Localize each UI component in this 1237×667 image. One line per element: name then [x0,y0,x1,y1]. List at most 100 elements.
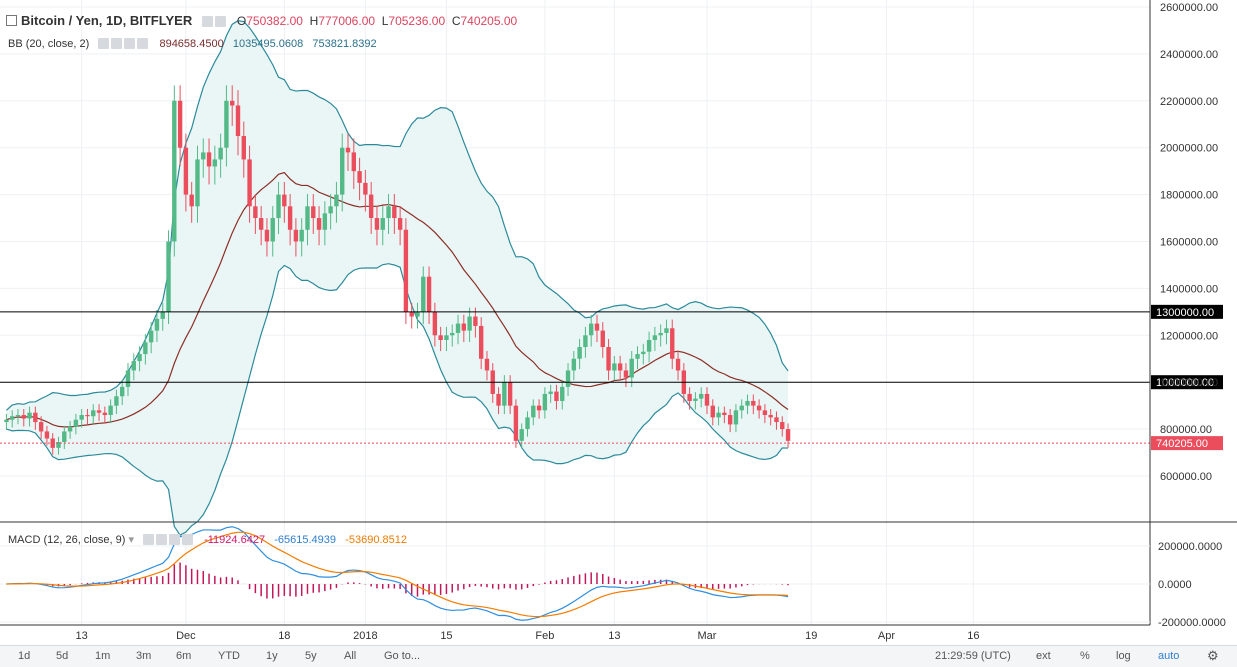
candle-body [79,415,84,420]
range-6m[interactable]: 6m [176,650,192,662]
bb-basis-value: 894658.4500 [159,38,224,50]
eye-icon [98,38,110,49]
macd-hist-value: -11924.6427 [204,534,266,546]
range-ytd[interactable]: YTD [218,650,240,662]
chart-area[interactable]: 1300000.00 1000000.00 740205.00 2600000.00… [0,0,1237,645]
candle-body [722,412,727,416]
candle-body [374,218,380,230]
open-label: O [236,14,247,28]
candle-body [177,100,183,148]
candle-body [282,194,287,207]
candle-body [201,152,206,160]
legend-buttons[interactable] [201,16,228,30]
candle-body [258,218,264,230]
candle-body [751,400,756,406]
candle-body [473,316,478,326]
hline-tag-label: 1000000.00 [1156,377,1214,389]
candle-body [641,351,646,355]
candle-body [328,206,333,214]
range-all[interactable]: All [344,650,357,662]
candle-body [762,410,768,416]
candle-body [380,218,385,230]
candle-body [554,391,559,401]
candle-body [461,323,467,331]
candle-body [478,325,484,359]
candle-body [727,415,733,425]
candle-body [467,316,472,331]
candle-body [230,100,235,106]
candle-body [716,412,721,418]
candle-body [108,405,113,416]
close-icon [182,534,194,545]
candle-body [316,218,322,230]
candle-body [287,206,293,230]
candle-body [189,194,194,207]
time-axis[interactable]: 13 Dec 18 2018 15 Feb 13 Mar 19 Apr 16 [0,624,1150,642]
collapse-icon[interactable] [6,15,17,26]
ext-toggle[interactable]: ext [1036,650,1051,662]
candle-body [525,417,530,430]
candle-body [131,361,136,371]
macd-line [6,526,789,621]
range-1d[interactable]: 1d [18,650,31,662]
settings-icon[interactable]: ⚙ [1207,648,1219,663]
price-axis[interactable]: 2600000.00 2400000.00 2200000.00 2000000.00… [1149,0,1218,625]
macd-tick-label: 200000.0000 [1158,541,1222,553]
candle-body [270,218,275,242]
candle-body [253,206,258,219]
candle-body [212,159,218,167]
bb-buttons[interactable] [98,38,150,52]
candle-body [664,328,669,333]
y-tick-label: 1000000.00 [1160,377,1218,389]
bb-label: BB (20, close, 2) [8,38,90,50]
log-toggle[interactable]: log [1116,650,1131,662]
candle-body [565,370,571,387]
candle-body [15,415,21,417]
candle-body [687,393,692,401]
x-tick-label: Feb [535,630,554,642]
range-5d[interactable]: 5d [56,650,69,662]
hline-tag-bg [1151,375,1223,390]
bb-upper-line [5,20,789,411]
candle-body [345,147,351,153]
high-label: H [309,14,319,28]
x-tick-label: Mar [698,630,717,642]
x-tick-label: 19 [805,630,817,642]
candle-body [351,152,356,172]
range-1m[interactable]: 1m [95,650,111,662]
range-5y[interactable]: 5y [305,650,317,662]
x-tick-label: 15 [440,630,452,642]
candle-body [438,335,443,340]
hline-tag-bg [1151,304,1223,319]
candle-body [432,311,438,336]
candle-body [652,335,658,340]
candle-body [583,335,588,348]
candle-body [143,342,148,355]
candle-body [450,332,455,336]
add-icon [169,534,181,545]
candle-body [560,386,565,401]
bb-upper-value: 1035495.0608 [232,38,304,50]
hline-tag-label: 1300000.00 [1156,307,1214,319]
band-fill [6,20,789,536]
x-tick-label: 18 [278,630,290,642]
candle-body [96,410,102,413]
macd-line-value: -65615.4939 [274,534,337,546]
candle-body [548,391,553,394]
goto-button[interactable]: Go to... [384,650,421,662]
auto-toggle[interactable]: auto [1158,650,1180,662]
candle-body [299,229,304,242]
candle-body [38,422,44,432]
x-tick-label: 13 [76,630,88,642]
last-price-tag-label: 740205.00 [1156,438,1208,450]
bollinger-bands [5,20,789,536]
percent-toggle[interactable]: % [1080,650,1090,662]
candle-body [513,405,519,441]
macd-buttons[interactable] [143,534,195,548]
range-3m[interactable]: 3m [136,650,152,662]
candle-body [421,276,426,312]
candle-body [21,415,26,419]
high-value: 777006.00 [318,14,376,28]
bottom-toolbar: 1d 5d 1m 3m 6m YTD 1y 5y All Go to... 21… [0,645,1237,667]
range-1y[interactable]: 1y [266,650,278,662]
